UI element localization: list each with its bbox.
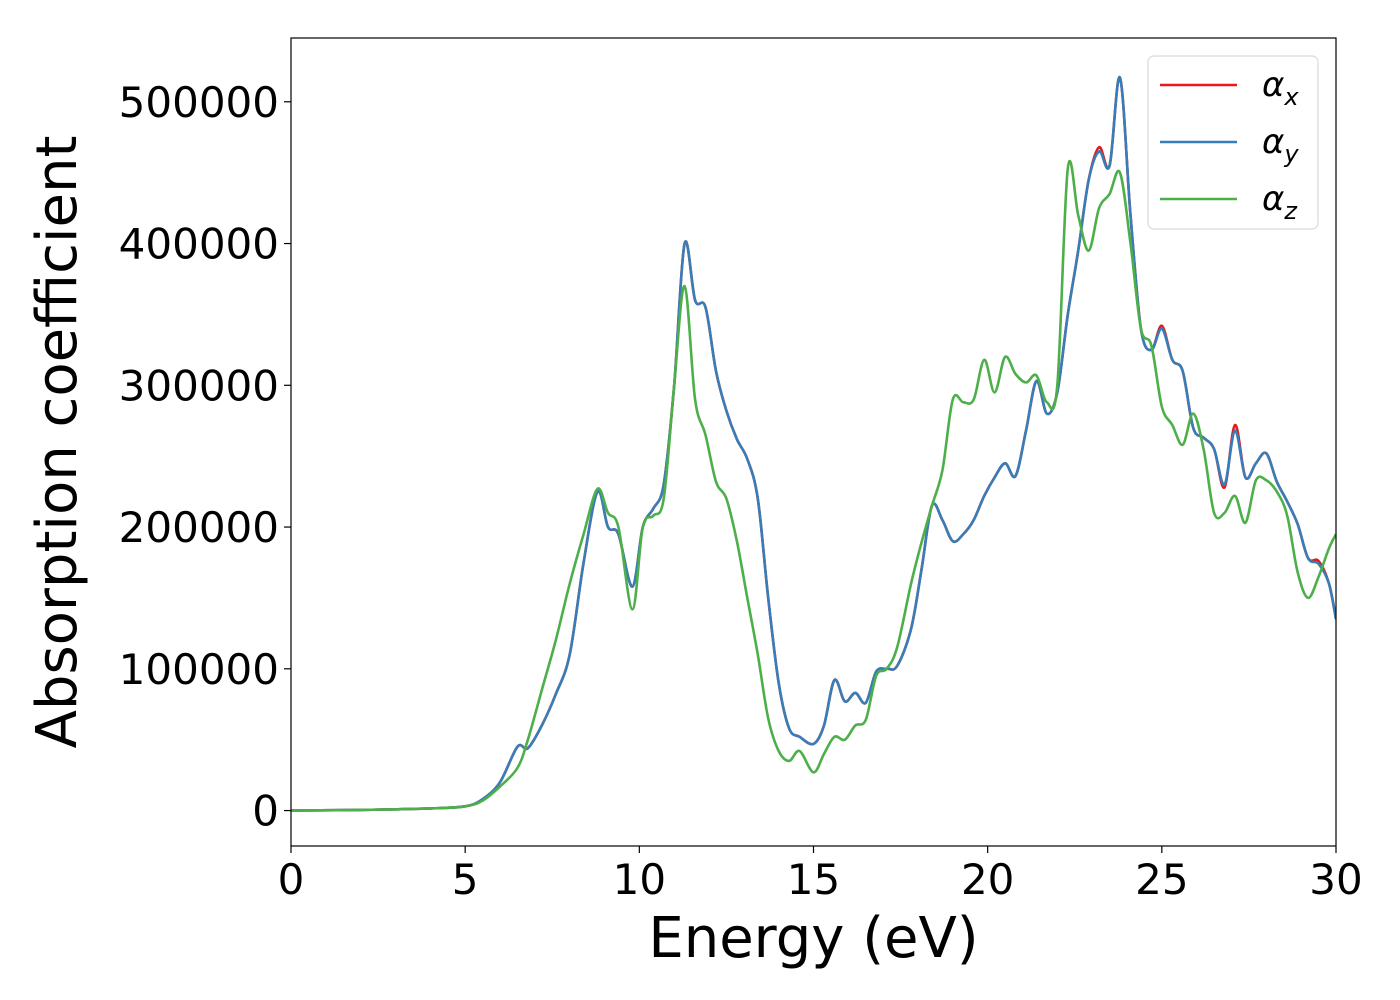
x-tick-label: 0 — [278, 855, 305, 904]
legend-label-x: αx — [1262, 65, 1299, 111]
y-tick-label: 300000 — [119, 361, 279, 410]
x-tick-label: 5 — [452, 855, 479, 904]
legend-label-y: αy — [1262, 122, 1299, 168]
x-tick-label: 30 — [1309, 855, 1362, 904]
y-axis-label: Absorption coefficient — [25, 136, 90, 749]
y-tick-label: 400000 — [119, 220, 279, 269]
y-tick-label: 500000 — [119, 78, 279, 127]
series-line-z — [291, 159, 1336, 812]
y-ticks: 0 100000 200000 300000 400000 500000 — [119, 78, 291, 836]
x-ticks: 0 5 10 15 20 25 30 — [278, 846, 1363, 904]
x-axis-label: Energy (eV) — [648, 906, 978, 971]
series-layer — [291, 76, 1336, 812]
y-tick-label: 0 — [252, 787, 279, 836]
legend-label-z: αz — [1262, 179, 1298, 225]
y-tick-label: 100000 — [119, 645, 279, 694]
x-tick-label: 10 — [613, 855, 666, 904]
x-tick-label: 25 — [1135, 855, 1188, 904]
y-tick-label: 200000 — [119, 503, 279, 552]
legend: αx αy αz — [1147, 55, 1319, 230]
x-tick-label: 20 — [961, 855, 1014, 904]
x-tick-label: 15 — [787, 855, 840, 904]
series-line-y — [291, 76, 1336, 812]
